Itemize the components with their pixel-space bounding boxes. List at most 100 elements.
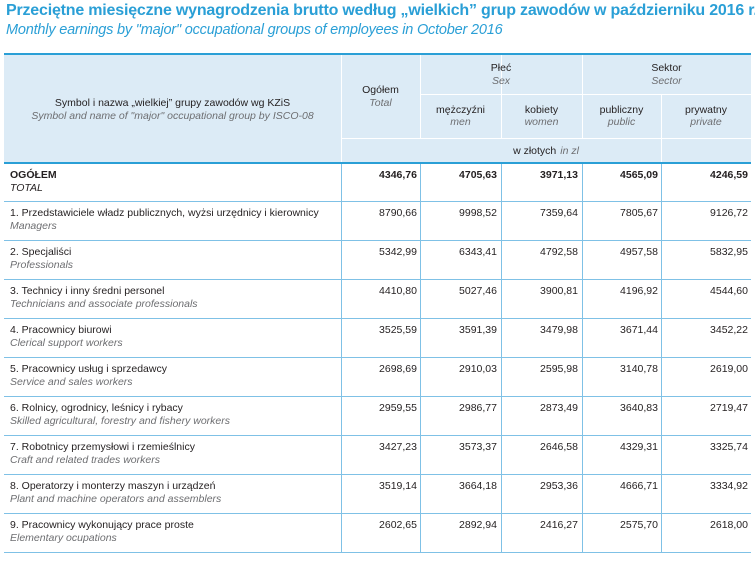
column-divider xyxy=(420,397,421,435)
sector-column-header: Sektor Sector xyxy=(582,55,751,94)
column-divider xyxy=(420,202,421,240)
column-divider xyxy=(501,202,502,240)
row-label-pl: 1. Przedstawiciele władz publicznych, wy… xyxy=(10,207,319,219)
public-header-en: public xyxy=(607,116,636,128)
cell-men: 9998,52 xyxy=(459,207,497,219)
cell-men: 3591,39 xyxy=(459,324,497,336)
women-header-en: women xyxy=(524,116,559,128)
cell-public: 3671,44 xyxy=(620,324,658,336)
column-divider xyxy=(661,164,662,201)
column-divider xyxy=(582,436,583,474)
cell-private: 4246,59 xyxy=(710,169,748,181)
cell-women: 3900,81 xyxy=(540,285,578,297)
column-divider xyxy=(661,475,662,513)
cell-public: 4666,71 xyxy=(620,480,658,492)
cell-private: 2719,47 xyxy=(710,402,748,414)
row-label-en: Clerical support workers xyxy=(10,337,123,349)
women-column-header: kobiety women xyxy=(501,94,582,138)
table-row: 5. Pracownicy usług i sprzedawcy Service … xyxy=(4,358,751,397)
row-label: 9. Pracownicy wykonujący prace proste Ele… xyxy=(10,519,340,545)
column-divider xyxy=(661,202,662,240)
table-row: 2. Specjaliści Professionals 5342,99 6343,4… xyxy=(4,241,751,280)
table-row: 4. Pracownicy biurowi Clerical support wo… xyxy=(4,319,751,358)
cell-women: 7359,64 xyxy=(540,207,578,219)
column-divider xyxy=(420,241,421,279)
column-divider xyxy=(582,397,583,435)
row-label-en: Plant and machine operators and assemble… xyxy=(10,493,222,505)
column-divider xyxy=(341,397,342,435)
cell-private: 2619,00 xyxy=(710,363,748,375)
column-divider xyxy=(661,436,662,474)
table-row: 6. Rolnicy, ogrodnicy, leśnicy i rybacy S… xyxy=(4,397,751,436)
row-label-pl: 6. Rolnicy, ogrodnicy, leśnicy i rybacy xyxy=(10,402,183,414)
group-header-pl: Symbol i nazwa „wielkiej” grupy zawodów … xyxy=(54,97,291,109)
column-divider xyxy=(341,514,342,552)
column-divider xyxy=(582,358,583,396)
unit-row: w złotych in zl xyxy=(341,138,751,164)
cell-total: 3519,14 xyxy=(379,480,417,492)
cell-total: 5342,99 xyxy=(379,246,417,258)
column-divider xyxy=(501,241,502,279)
cell-women: 2873,49 xyxy=(540,402,578,414)
column-divider xyxy=(582,280,583,318)
table-subtitle: Monthly earnings by "major" occupational… xyxy=(6,22,503,38)
column-divider xyxy=(582,475,583,513)
column-divider xyxy=(420,358,421,396)
cell-total: 8790,66 xyxy=(379,207,417,219)
column-divider xyxy=(582,319,583,357)
public-header-pl: publiczny xyxy=(599,103,644,116)
column-divider xyxy=(420,514,421,552)
column-divider xyxy=(501,358,502,396)
cell-men: 6343,41 xyxy=(459,246,497,258)
row-label-en: Professionals xyxy=(10,259,74,271)
total-column-header: Ogółem Total xyxy=(341,55,420,138)
men-header-pl: mężczyźni xyxy=(435,103,485,116)
cell-men: 3573,37 xyxy=(459,441,497,453)
column-divider xyxy=(582,514,583,552)
cell-men: 5027,46 xyxy=(459,285,497,297)
cell-total: 4410,80 xyxy=(379,285,417,297)
row-label-pl: 4. Pracownicy biurowi xyxy=(10,324,112,336)
column-divider xyxy=(341,319,342,357)
cell-women: 2416,27 xyxy=(540,519,578,531)
column-divider xyxy=(501,319,502,357)
cell-private: 3325,74 xyxy=(710,441,748,453)
table-header: Symbol i nazwa „wielkiej” grupy zawodów … xyxy=(4,53,751,177)
row-label: 2. Specjaliści Professionals xyxy=(10,246,340,272)
cell-women: 2953,36 xyxy=(540,480,578,492)
column-divider xyxy=(420,319,421,357)
sex-header-pl: Płeć xyxy=(490,62,512,74)
column-divider xyxy=(661,280,662,318)
cell-men: 2910,03 xyxy=(459,363,497,375)
sector-header-en: Sector xyxy=(651,74,682,87)
private-header-en: private xyxy=(690,116,722,128)
row-label-pl: 2. Specjaliści xyxy=(10,246,72,258)
men-header-en: men xyxy=(450,116,471,128)
cell-total: 2698,69 xyxy=(379,363,417,375)
cell-women: 4792,58 xyxy=(540,246,578,258)
cell-men: 2986,77 xyxy=(459,402,497,414)
column-divider xyxy=(661,514,662,552)
row-label-en: Service and sales workers xyxy=(10,376,133,388)
cell-public: 3640,83 xyxy=(620,402,658,414)
header-separator xyxy=(4,162,751,164)
cell-total: 3525,59 xyxy=(379,324,417,336)
column-divider xyxy=(420,475,421,513)
men-column-header: mężczyźni men xyxy=(420,94,501,138)
row-label: 7. Robotnicy przemysłowi i rzemieślnicy C… xyxy=(10,441,340,467)
row-label-en: TOTAL xyxy=(10,182,43,194)
column-divider xyxy=(341,358,342,396)
cell-public: 4196,92 xyxy=(620,285,658,297)
unit-pl: w złotych xyxy=(513,144,557,157)
row-label: 3. Technicy i inny średni personel Techni… xyxy=(10,285,340,311)
cell-private: 9126,72 xyxy=(710,207,748,219)
private-header-pl: prywatny xyxy=(684,103,727,116)
column-divider xyxy=(501,514,502,552)
table-row: 1. Przedstawiciele władz publicznych, wy… xyxy=(4,202,751,241)
cell-women: 3971,13 xyxy=(540,169,578,181)
sex-column-header: Płeć Sex xyxy=(420,55,582,94)
column-divider xyxy=(582,164,583,201)
row-label: 1. Przedstawiciele władz publicznych, wy… xyxy=(10,207,340,233)
column-divider xyxy=(661,241,662,279)
group-header-en: Symbol and name of "major" occupational … xyxy=(31,109,314,122)
